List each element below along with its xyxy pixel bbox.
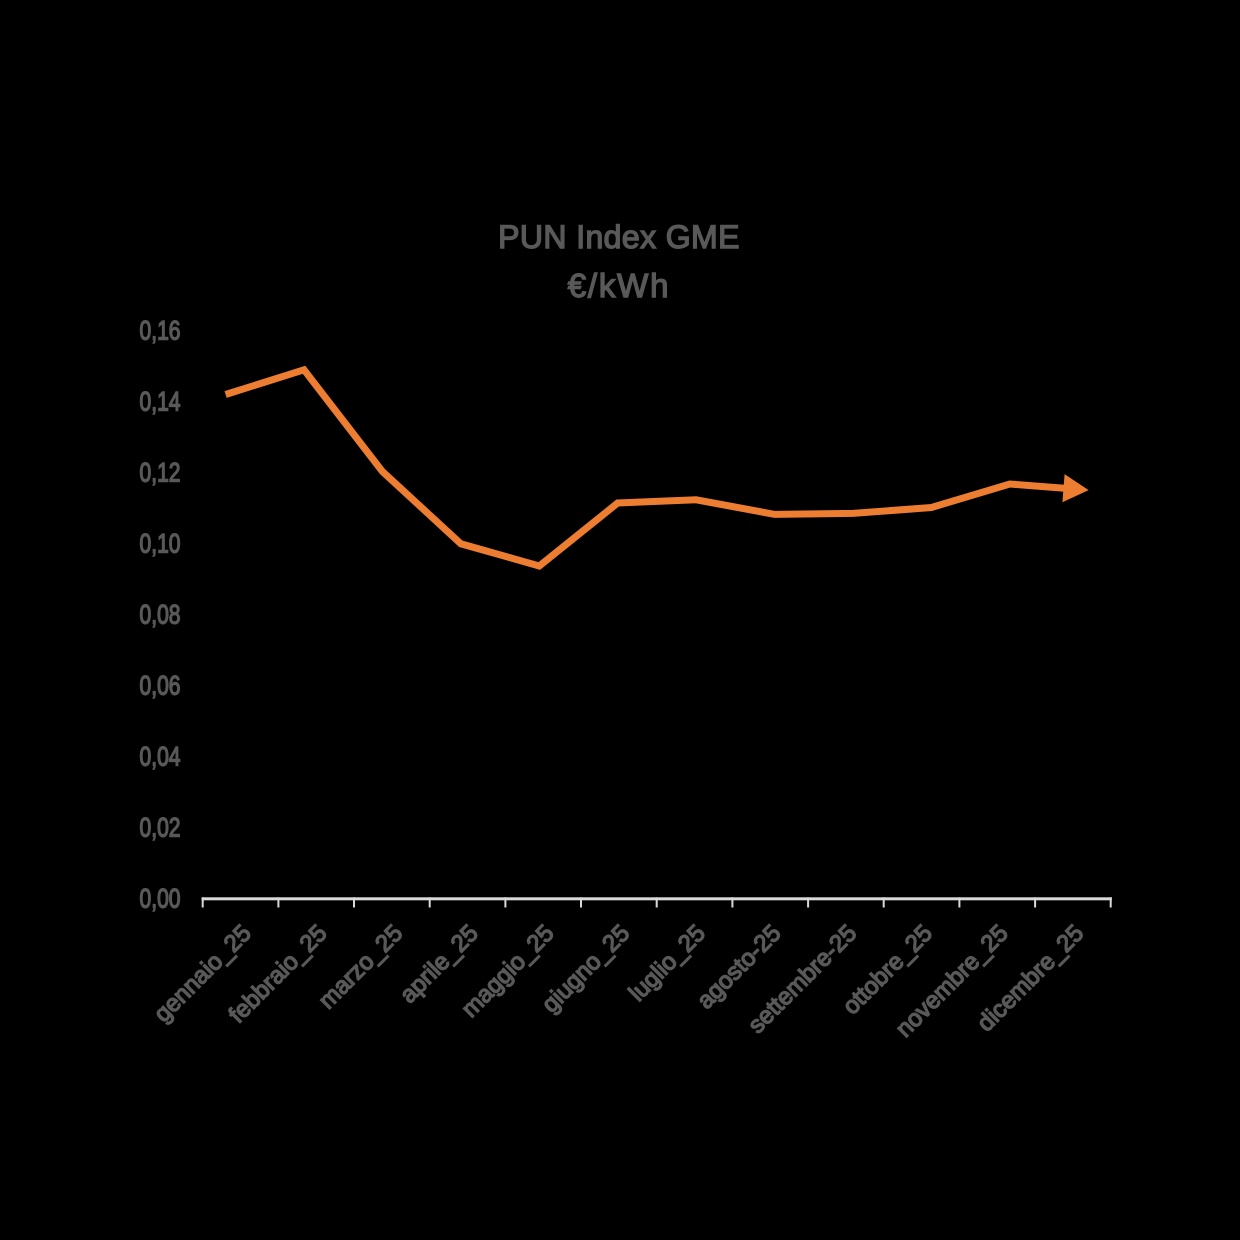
svg-text:0,08: 0,08 [140,600,181,630]
svg-text:0,12: 0,12 [140,458,181,488]
svg-text:0,02: 0,02 [140,813,181,843]
svg-text:0,06: 0,06 [140,671,181,701]
svg-text:marzo_25: marzo_25 [314,920,409,1015]
svg-text:€/kWh: €/kWh [568,267,671,304]
svg-text:0,16: 0,16 [140,316,181,346]
svg-text:0,00: 0,00 [140,884,181,914]
svg-text:0,10: 0,10 [140,529,181,559]
svg-text:0,14: 0,14 [140,387,181,417]
svg-text:0,04: 0,04 [140,742,181,772]
svg-text:PUN Index GME: PUN Index GME [498,219,740,255]
